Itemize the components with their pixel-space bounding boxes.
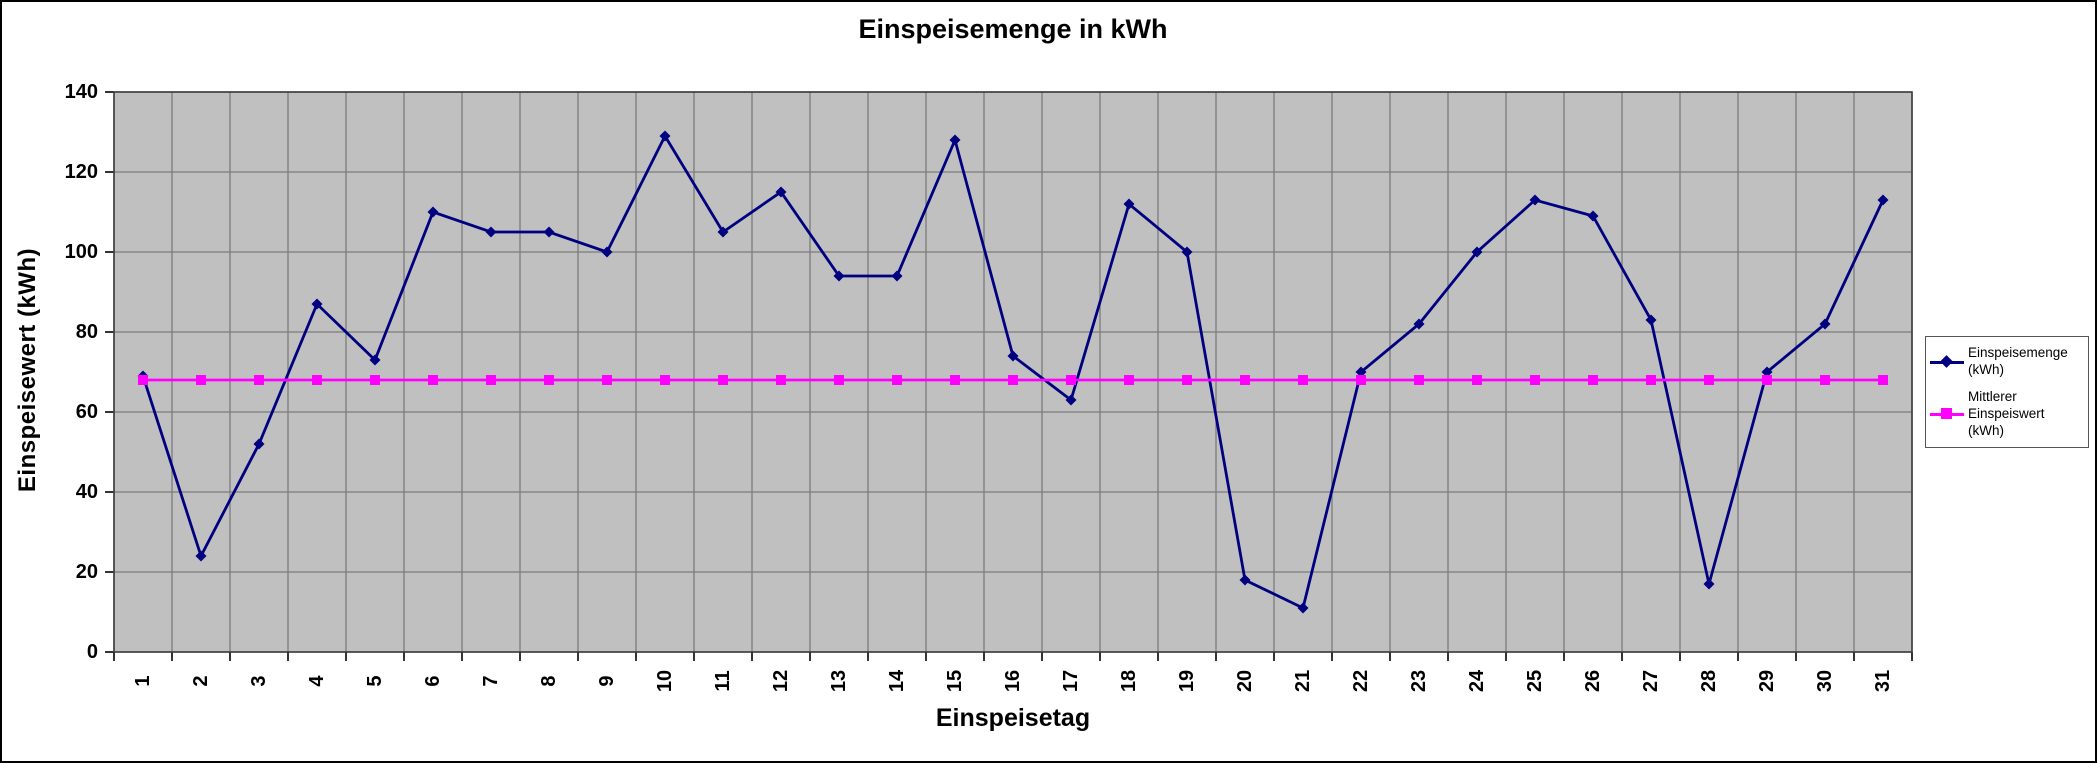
diamond-marker <box>1297 602 1309 614</box>
square-marker <box>370 375 380 385</box>
square-marker <box>1066 375 1076 385</box>
line-diamond-marker-icon <box>1930 355 1968 369</box>
diamond-marker <box>659 130 671 142</box>
legend-label: Einspeisemenge (kWh) <box>1968 345 2068 377</box>
legend: Einspeisemenge (kWh) Mittlerer Einspeisw… <box>1925 336 2089 449</box>
diamond-marker <box>1471 246 1483 258</box>
diamond-marker <box>1877 194 1889 206</box>
square-marker <box>1124 375 1134 385</box>
square-marker <box>1646 375 1656 385</box>
diamond-marker <box>601 246 613 258</box>
square-marker <box>1820 375 1830 385</box>
y-tick-label: 120 <box>64 161 98 183</box>
square-marker <box>1356 375 1366 385</box>
square-marker <box>1762 375 1772 385</box>
diamond-marker <box>195 550 207 562</box>
square-marker <box>1240 375 1250 385</box>
diamond-marker <box>1239 574 1251 586</box>
square-marker <box>1298 375 1308 385</box>
square-marker <box>486 375 496 385</box>
legend-entry-mittlerer-einspeiswert: Mittlerer Einspeiswert (kWh) <box>1930 389 2084 440</box>
diamond-marker <box>891 270 903 282</box>
diamond-marker <box>717 226 729 238</box>
square-marker <box>602 375 612 385</box>
y-tick-label: 40 <box>75 481 98 503</box>
square-marker <box>1182 375 1192 385</box>
plot-border <box>113 91 1913 653</box>
diamond-marker <box>253 438 265 450</box>
square-marker <box>312 375 322 385</box>
diamond-marker <box>1355 366 1367 378</box>
square-marker <box>1704 375 1714 385</box>
square-marker <box>544 375 554 385</box>
diamond-marker <box>1703 578 1715 590</box>
y-tick-label: 0 <box>86 641 98 663</box>
diamond-marker <box>1645 314 1657 326</box>
square-marker <box>196 375 206 385</box>
diamond-marker <box>1181 246 1193 258</box>
chart-title: Einspeisemenge in kWh <box>858 14 1168 44</box>
diamond-marker <box>949 134 961 146</box>
square-marker <box>834 375 844 385</box>
y-tick-label: 20 <box>75 561 98 583</box>
diamond-marker <box>427 206 439 218</box>
diamond-marker <box>1413 318 1425 330</box>
square-marker <box>660 375 670 385</box>
square-marker <box>1530 375 1540 385</box>
square-marker <box>1878 375 1888 385</box>
diamond-marker <box>369 354 381 366</box>
square-marker <box>138 375 148 385</box>
square-marker <box>950 375 960 385</box>
diamond-marker <box>1529 194 1541 206</box>
diamond-marker <box>1123 198 1135 210</box>
legend-label: Mittlerer Einspeiswert (kWh) <box>1968 388 2045 438</box>
square-marker <box>254 375 264 385</box>
diamond-marker <box>485 226 497 238</box>
y-tick-label: 140 <box>64 81 98 103</box>
square-marker <box>1472 375 1482 385</box>
diamond-marker <box>543 226 555 238</box>
diamond-marker <box>775 186 787 198</box>
y-tick-label: 80 <box>75 321 98 343</box>
diamond-marker <box>1761 366 1773 378</box>
legend-entry-einspeisemenge: Einspeisemenge (kWh) <box>1930 345 2084 379</box>
square-marker <box>428 375 438 385</box>
diamond-marker <box>1819 318 1831 330</box>
square-marker <box>776 375 786 385</box>
diamond-marker <box>1587 210 1599 222</box>
square-marker <box>718 375 728 385</box>
diamond-marker <box>311 298 323 310</box>
square-marker <box>892 375 902 385</box>
plot-background <box>114 92 1912 652</box>
y-tick-label: 60 <box>75 401 98 423</box>
diamond-marker <box>1007 350 1019 362</box>
diamond-marker <box>1065 394 1077 406</box>
y-tick-label: 100 <box>64 241 98 263</box>
line-square-marker-icon <box>1930 407 1968 421</box>
square-marker <box>1008 375 1018 385</box>
square-marker <box>1414 375 1424 385</box>
x-axis-title: Einspeisetag <box>935 704 1091 732</box>
diamond-marker <box>833 270 845 282</box>
square-marker <box>1588 375 1598 385</box>
